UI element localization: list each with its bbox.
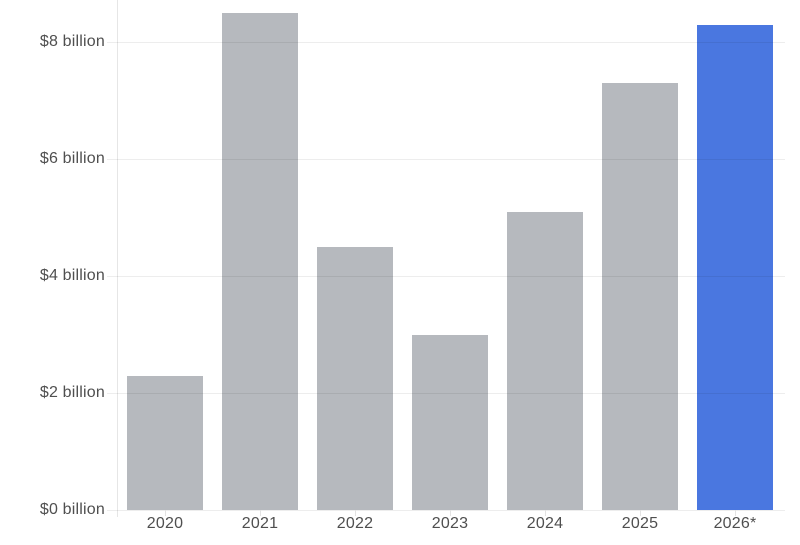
x-axis-tick	[260, 510, 261, 516]
x-axis-tick	[545, 510, 546, 516]
gridline-y	[107, 510, 785, 511]
bar-2025	[602, 83, 678, 510]
y-axis-tick-label: $8 billion	[39, 33, 105, 51]
x-axis-tick	[735, 510, 736, 516]
x-axis-tick-label: 2022	[336, 515, 374, 532]
bar-2024	[507, 211, 583, 510]
y-axis-tick-label: $6 billion	[39, 150, 105, 168]
y-axis-tick-label: $4 billion	[39, 267, 105, 285]
x-axis-tick-label: 2024	[526, 515, 564, 532]
gridline-y	[107, 393, 785, 395]
x-axis-tick	[165, 510, 166, 516]
x-axis-tick-label: 2020	[146, 515, 184, 532]
x-axis-tick	[640, 510, 641, 516]
x-axis-tick-label: 2021	[241, 515, 279, 532]
x-axis-tick-label: 2026*	[713, 515, 757, 532]
bar-2020	[127, 375, 203, 510]
gridline-y	[107, 159, 785, 161]
bar-2021	[222, 13, 298, 510]
x-axis-tick-label: 2025	[621, 515, 659, 532]
bar-2022	[317, 246, 393, 510]
gridline-y	[107, 276, 785, 278]
bar-2026*	[697, 24, 773, 510]
y-axis-tick-label: $2 billion	[39, 384, 105, 402]
x-axis-tick-label: 2023	[431, 515, 469, 532]
x-axis-tick	[355, 510, 356, 516]
gridline-y	[107, 42, 785, 44]
y-axis-tick-label: $0 billion	[39, 501, 105, 518]
bar-2023	[412, 334, 488, 510]
y-axis-line	[117, 0, 118, 517]
x-axis-tick	[450, 510, 451, 516]
